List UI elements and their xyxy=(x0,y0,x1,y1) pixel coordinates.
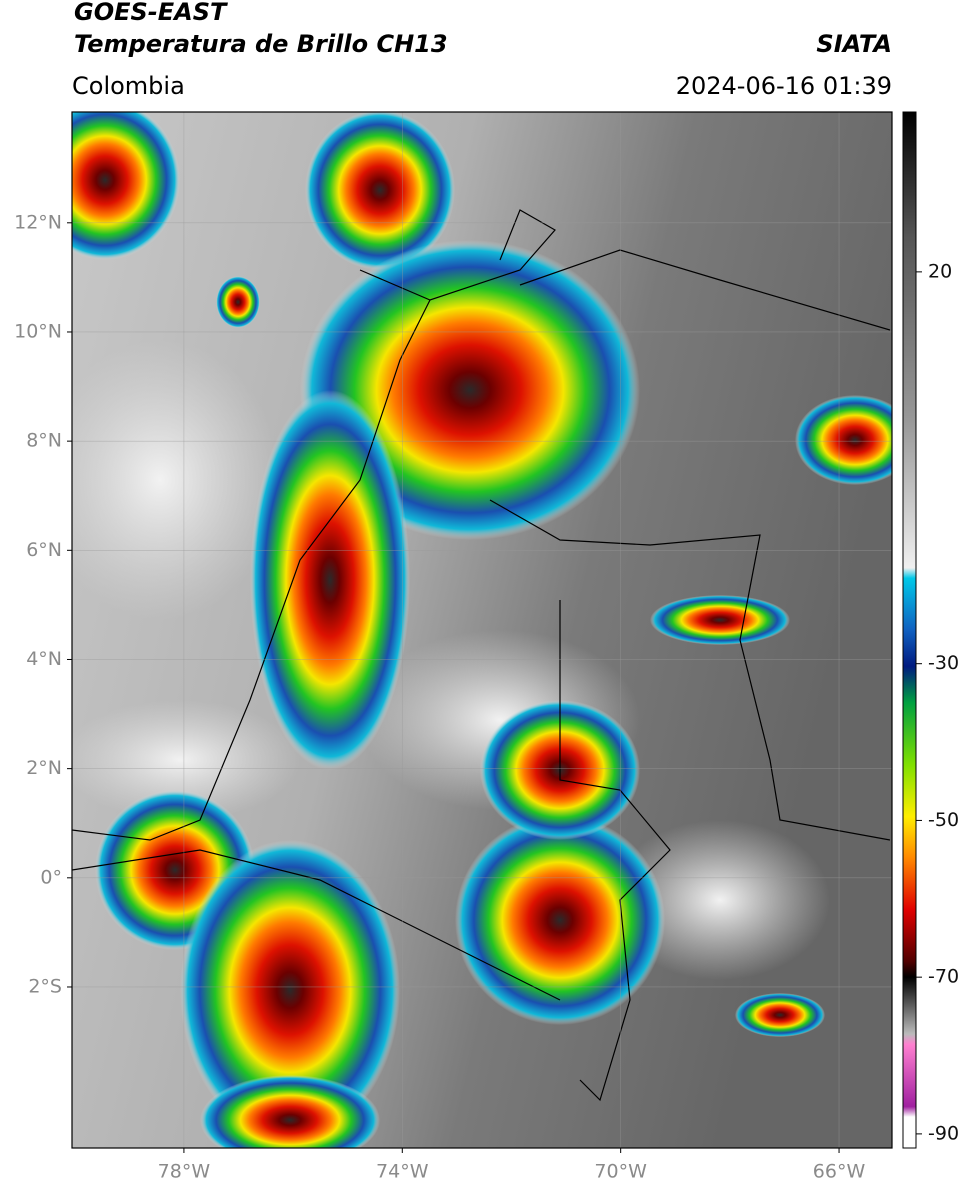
source: SIATA xyxy=(816,30,892,58)
colorbar-label: -90 xyxy=(928,1122,959,1144)
y-tick-label: 12°N xyxy=(14,211,62,233)
y-tick-label: 2°S xyxy=(28,975,62,997)
borders xyxy=(72,209,891,1102)
map-frame xyxy=(71,111,893,1149)
colorbar-label: -50 xyxy=(928,809,959,831)
colorbar-label: -30 xyxy=(928,652,959,674)
x-tick-label: 74°W xyxy=(376,1161,429,1183)
y-tick-label: 4°N xyxy=(26,648,62,670)
y-tick-label: 6°N xyxy=(26,539,62,561)
colorbar xyxy=(902,111,917,1149)
region: Colombia xyxy=(72,72,185,100)
title: GOES-EAST xyxy=(74,0,228,26)
colorbar-label: -70 xyxy=(928,966,959,988)
imagery xyxy=(72,112,892,1148)
timestamp: 2024-06-16 01:39 xyxy=(676,72,892,100)
x-tick-label: 78°W xyxy=(158,1161,211,1183)
y-tick-label: 8°N xyxy=(26,430,62,452)
y-tick-label: 10°N xyxy=(14,320,62,342)
y-tick-label: 0° xyxy=(40,866,62,888)
y-tick-label: 2°N xyxy=(26,757,62,779)
x-tick-label: 70°W xyxy=(594,1161,647,1183)
x-tick-label: 66°W xyxy=(813,1161,866,1183)
grid xyxy=(72,112,892,1148)
colorbar-label: 20 xyxy=(928,260,952,282)
subtitle: Temperatura de Brillo CH13 xyxy=(74,30,448,58)
